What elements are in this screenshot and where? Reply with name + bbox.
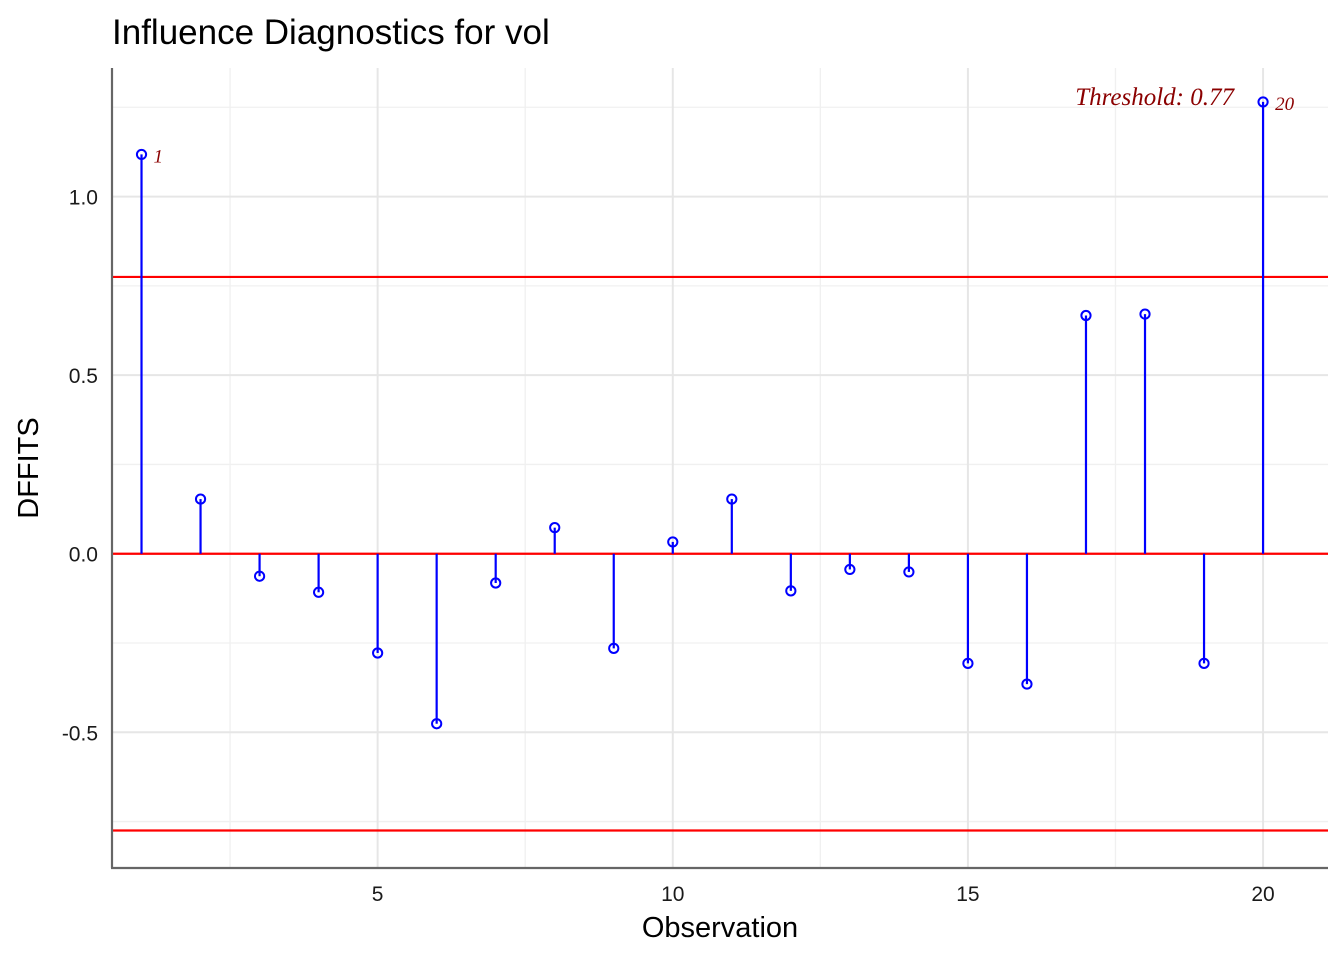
x-tick-label: 5 [372,883,384,906]
point-8 [549,522,561,534]
point-19 [1198,657,1210,669]
y-tick-label: 0.0 [69,544,98,567]
stems [140,101,1265,724]
point-6 [431,718,443,730]
point-20 [1257,96,1269,108]
reference-lines [112,275,1328,832]
point-13 [844,563,856,576]
point-1 [135,148,148,161]
tick-labels: 5 10 15 20 -0.5 0.0 0.5 1.0 [62,187,1275,906]
point-2 [194,493,207,505]
threshold-label: Threshold: 0.77 [1075,84,1235,111]
points [135,96,1269,730]
y-tick-label: 0.5 [69,365,98,388]
point-18 [1139,308,1151,320]
point-label-20: 20 [1275,94,1295,115]
y-tick-label: -0.5 [62,722,98,745]
point-7 [490,577,502,589]
x-tick-label: 10 [661,883,684,906]
x-tick-label: 20 [1251,883,1274,906]
point-5 [372,647,384,659]
x-tick-label: 15 [956,883,979,906]
axes [110,68,1328,870]
point-14 [903,566,915,578]
y-tick-label: 1.0 [69,187,98,210]
chart-title: Influence Diagnostics for vol [112,13,550,52]
point-label-1: 1 [154,146,164,167]
point-15 [962,657,974,669]
point-3 [253,570,266,582]
annotations: Threshold: 0.77 1 20 [154,84,1295,168]
point-16 [1021,678,1033,690]
point-4 [313,586,325,598]
point-17 [1080,309,1092,322]
point-12 [785,585,797,597]
point-10 [667,536,679,548]
point-11 [726,493,738,505]
x-axis-label: Observation [642,912,798,944]
y-axis-label: DFFITS [13,417,45,519]
point-9 [608,642,620,654]
